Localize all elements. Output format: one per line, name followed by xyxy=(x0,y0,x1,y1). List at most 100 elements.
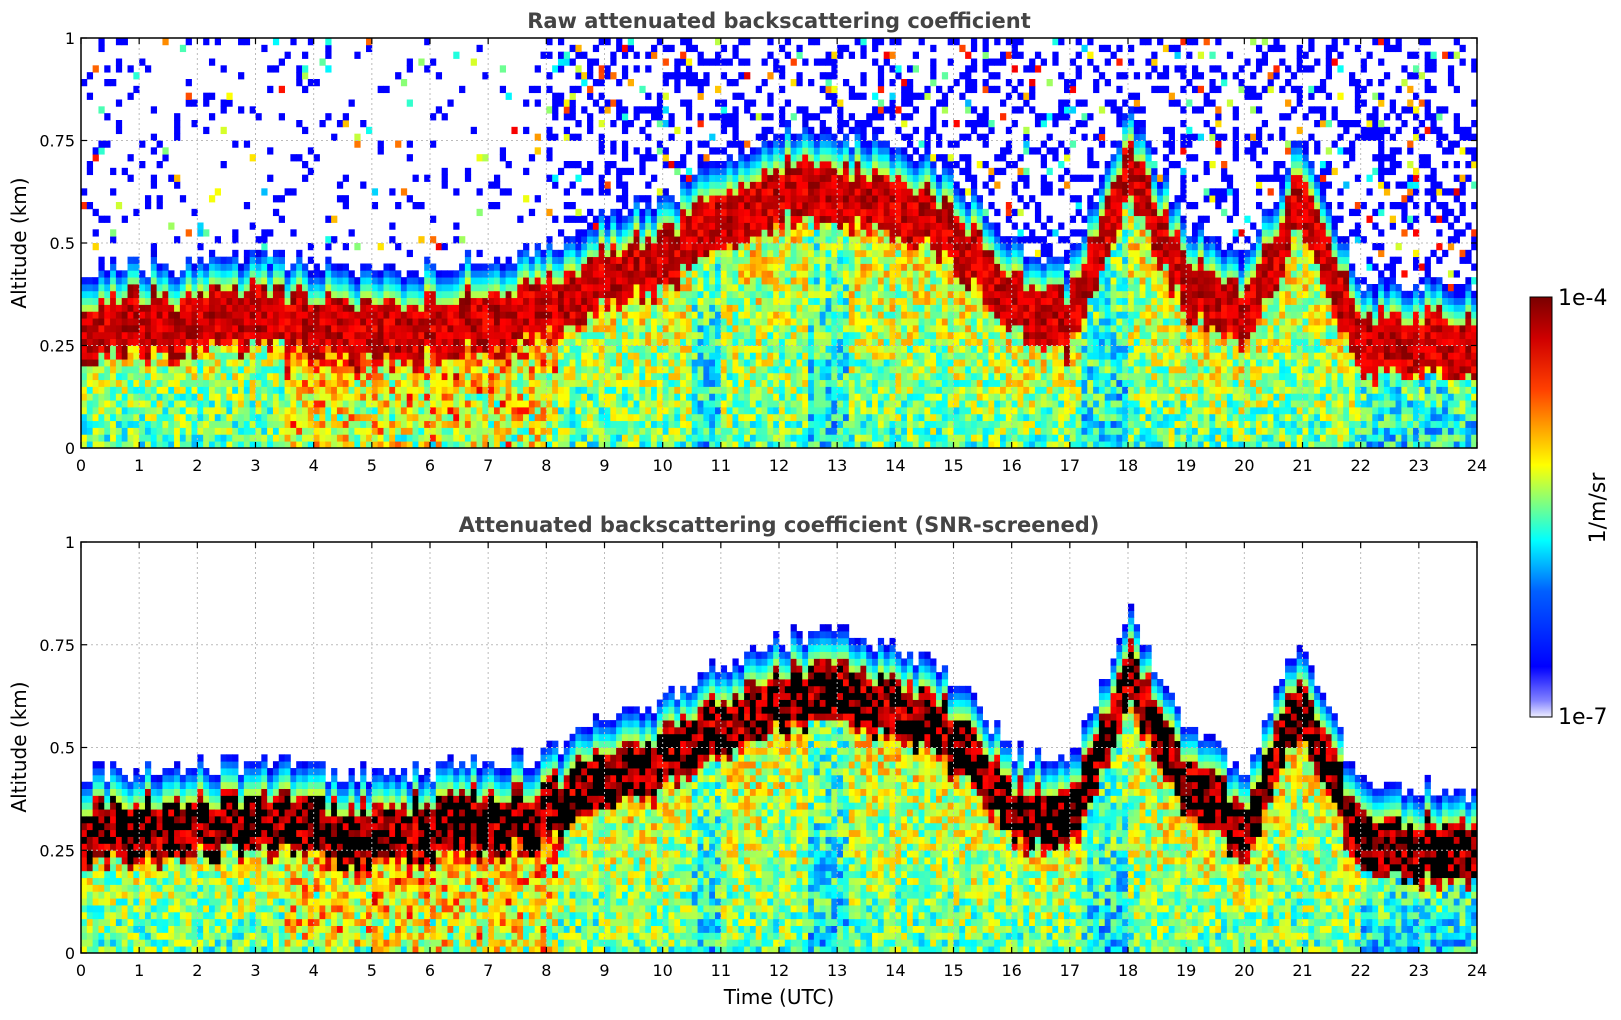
heatmap-cell xyxy=(848,297,856,305)
heatmap-cell xyxy=(755,420,762,428)
heatmap-cell xyxy=(744,427,751,435)
heatmap-cell xyxy=(459,338,466,346)
heatmap-cell xyxy=(366,393,373,401)
heatmap-cell xyxy=(499,277,507,285)
heatmap-cell xyxy=(528,407,536,415)
heatmap-cell xyxy=(645,379,652,387)
heatmap-cell xyxy=(627,441,634,448)
heatmap-cell xyxy=(627,434,634,442)
heatmap-cell xyxy=(226,400,233,408)
heatmap-cell xyxy=(802,263,809,271)
heatmap-cell xyxy=(144,304,152,312)
heatmap-cell xyxy=(645,256,652,264)
heatmap-cell xyxy=(790,366,797,374)
heatmap-cell xyxy=(220,413,227,422)
heatmap-cell xyxy=(272,359,280,367)
heatmap-cell xyxy=(476,345,483,353)
heatmap-cell xyxy=(796,407,803,415)
heatmap-cell xyxy=(511,270,518,278)
heatmap-cell xyxy=(598,311,605,319)
heatmap-cell xyxy=(848,420,856,428)
heatmap-cell xyxy=(505,297,512,305)
heatmap-cell xyxy=(656,120,664,128)
heatmap-cell xyxy=(813,372,821,381)
heatmap-cell xyxy=(680,338,687,346)
heatmap-cell xyxy=(691,325,698,333)
heatmap-cell xyxy=(715,222,722,230)
heatmap-cell xyxy=(651,243,658,251)
heatmap-cell xyxy=(587,229,594,237)
heatmap-cell xyxy=(726,284,733,292)
heatmap-cell xyxy=(336,345,344,353)
heatmap-cell xyxy=(278,311,285,319)
heatmap-cell xyxy=(767,229,774,237)
heatmap-cell xyxy=(424,297,431,305)
heatmap-cell xyxy=(174,277,181,285)
heatmap-cell xyxy=(272,386,280,394)
heatmap-cell xyxy=(837,372,844,381)
heatmap-cell xyxy=(540,366,547,374)
heatmap-cell xyxy=(598,352,605,360)
heatmap-cell xyxy=(831,331,838,340)
heatmap-cell xyxy=(179,311,187,319)
heatmap-cell xyxy=(831,161,838,169)
heatmap-cell xyxy=(313,434,320,442)
heatmap-cell xyxy=(139,270,146,278)
heatmap-cell xyxy=(592,318,600,326)
heatmap-cell xyxy=(447,325,454,333)
heatmap-cell xyxy=(575,229,582,237)
heatmap-cell xyxy=(459,413,466,422)
heatmap-cell xyxy=(773,188,780,196)
heatmap-cell xyxy=(604,263,611,271)
heatmap-cell xyxy=(598,413,605,422)
heatmap-cell xyxy=(773,140,780,148)
heatmap-cell xyxy=(569,161,576,169)
heatmap-cell xyxy=(796,331,803,340)
heatmap-cell xyxy=(744,243,751,251)
heatmap-cell xyxy=(523,318,530,326)
heatmap-cell xyxy=(115,290,123,299)
heatmap-cell xyxy=(168,325,175,333)
heatmap-cell xyxy=(837,366,844,374)
heatmap-cell xyxy=(761,400,768,408)
heatmap-cell xyxy=(499,407,507,415)
heatmap-cell xyxy=(261,400,268,408)
heatmap-cell xyxy=(761,290,768,299)
heatmap-cell xyxy=(744,352,751,360)
heatmap-cell xyxy=(517,338,524,346)
heatmap-cell xyxy=(336,379,344,387)
heatmap-cell xyxy=(435,427,443,435)
heatmap-cell xyxy=(569,236,576,244)
heatmap-cell xyxy=(377,379,384,387)
heatmap-cell xyxy=(592,311,600,319)
heatmap-cell xyxy=(203,229,210,237)
heatmap-cell xyxy=(697,427,704,435)
heatmap-cell xyxy=(726,359,733,367)
heatmap-cell xyxy=(383,85,390,94)
heatmap-cell xyxy=(476,407,483,415)
heatmap-cell xyxy=(546,318,553,326)
heatmap-cell xyxy=(377,311,384,319)
heatmap-cell xyxy=(616,44,623,53)
heatmap-cell xyxy=(656,407,664,415)
heatmap-cell xyxy=(505,325,512,333)
heatmap-cell xyxy=(272,372,280,381)
heatmap-cell xyxy=(203,413,210,422)
heatmap-cell xyxy=(336,311,344,319)
heatmap-cell xyxy=(424,174,431,182)
heatmap-cell xyxy=(307,277,315,285)
heatmap-cell xyxy=(499,318,507,326)
heatmap-cell xyxy=(377,270,384,278)
heatmap-cell xyxy=(674,222,681,230)
heatmap-cell xyxy=(610,345,617,353)
heatmap-cell xyxy=(842,256,850,264)
heatmap-cell xyxy=(511,366,518,374)
heatmap-cell xyxy=(552,393,559,401)
heatmap-cell xyxy=(680,99,687,107)
heatmap-cell xyxy=(779,44,786,53)
heatmap-cell xyxy=(802,325,809,333)
heatmap-cell xyxy=(633,284,640,292)
heatmap-cell xyxy=(755,154,762,162)
heatmap-cell xyxy=(767,270,774,278)
heatmap-cell xyxy=(563,379,570,387)
